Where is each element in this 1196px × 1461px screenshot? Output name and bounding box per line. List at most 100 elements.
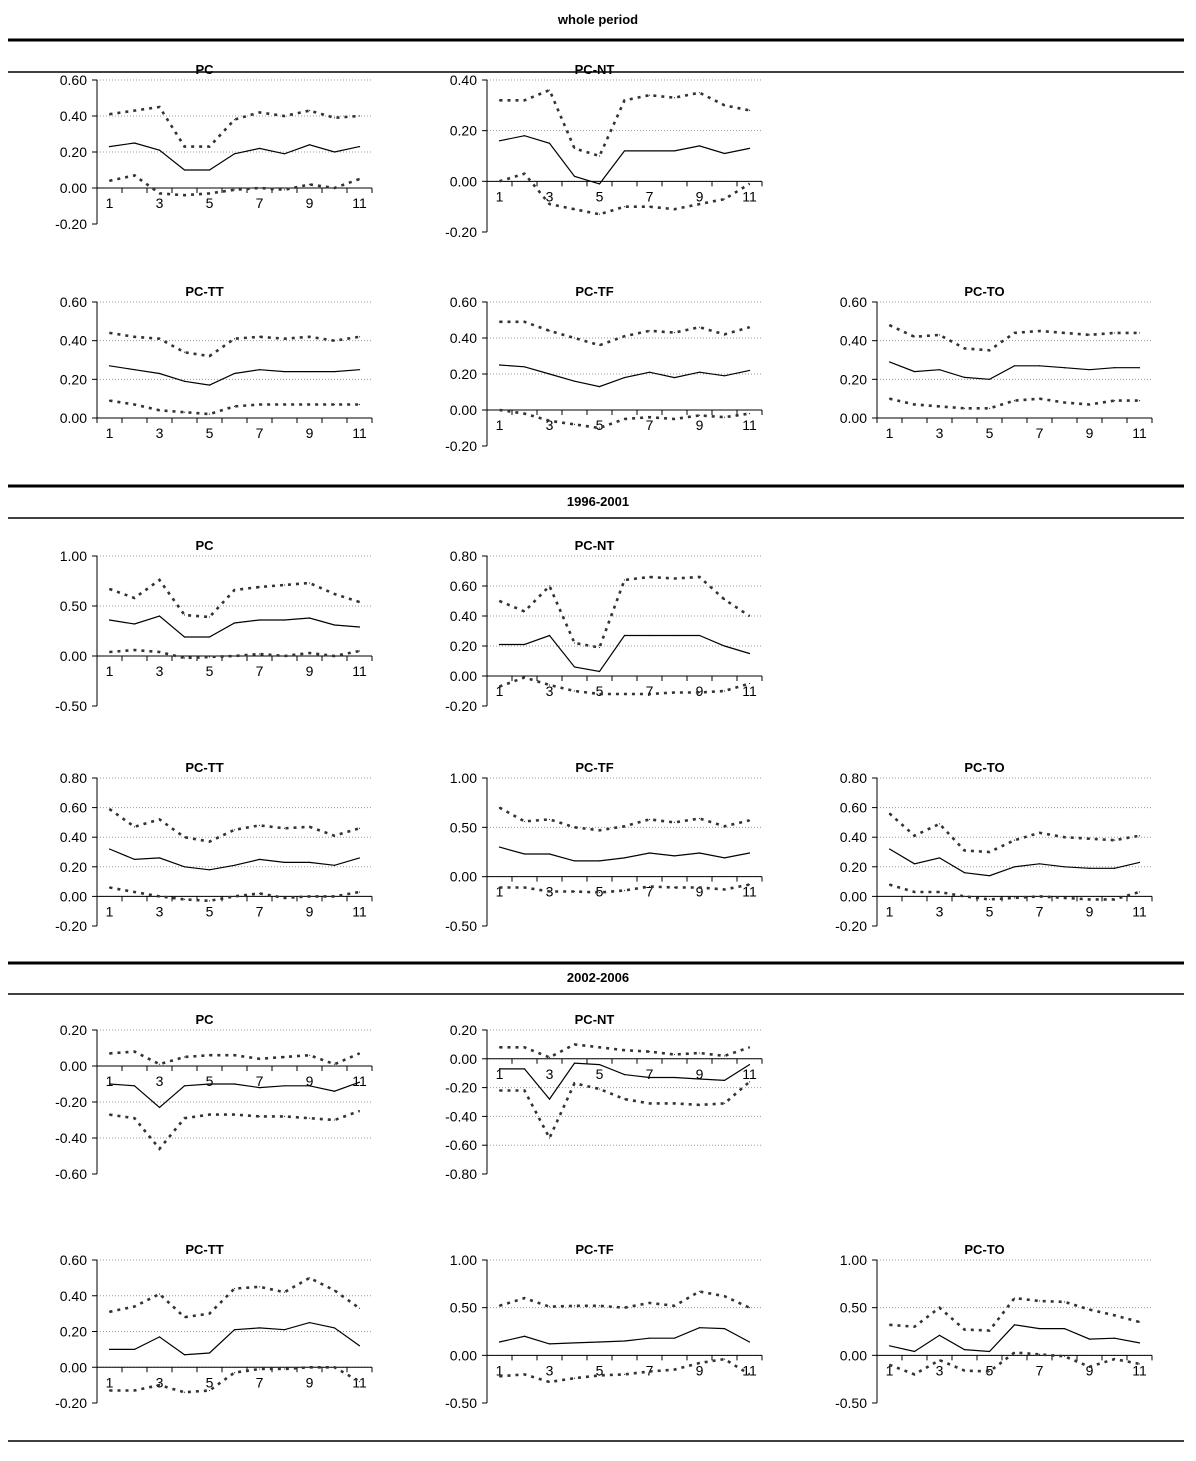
data-point (938, 405, 941, 407)
data-point (233, 119, 236, 121)
data-point (258, 892, 261, 895)
data-point (673, 208, 676, 210)
data-point (1088, 403, 1091, 406)
data-point (673, 332, 676, 334)
data-point (748, 883, 751, 886)
data-point (548, 330, 551, 332)
y-tick-label: 0.50 (450, 819, 477, 835)
panel-title: PC (195, 1012, 214, 1027)
data-point (208, 636, 211, 638)
data-point (133, 336, 136, 338)
data-point (648, 150, 651, 152)
y-tick-label: 0.40 (60, 333, 87, 349)
y-tick-label: -0.20 (445, 438, 477, 454)
data-point (233, 1372, 236, 1374)
data-point (723, 645, 726, 647)
data-point (1113, 867, 1116, 869)
x-tick-label: 7 (256, 1073, 264, 1089)
data-point (133, 826, 136, 828)
data-point (988, 1329, 991, 1332)
x-tick-label: 1 (496, 1066, 504, 1082)
data-point (308, 861, 311, 863)
data-point (283, 115, 286, 117)
data-point (208, 169, 211, 171)
data-point (1138, 332, 1141, 334)
series-line-band-2 (109, 886, 360, 903)
data-point (888, 848, 891, 850)
data-point (748, 369, 751, 371)
data-point (988, 1350, 991, 1353)
data-point (673, 1076, 676, 1079)
data-point (723, 1358, 726, 1360)
data-point (133, 403, 136, 406)
data-point (673, 634, 676, 637)
x-tick-label: 1 (496, 188, 504, 204)
x-tick-label: 1 (886, 1362, 894, 1378)
y-tick-label: 0.20 (60, 859, 87, 875)
data-point (183, 1056, 186, 1058)
y-tick-label: 0.60 (60, 72, 87, 88)
y-tick-label: 0.40 (60, 829, 87, 845)
y-tick-label: -0.50 (445, 918, 477, 934)
data-point (598, 1063, 601, 1066)
data-point (258, 619, 261, 621)
data-point (913, 371, 916, 373)
panel-title: PC-NT (575, 62, 615, 77)
data-point (158, 1148, 161, 1150)
data-point (648, 1337, 651, 1339)
data-point (233, 1054, 236, 1056)
data-point (108, 651, 111, 653)
x-tick-label: 11 (352, 1374, 367, 1390)
data-point (648, 576, 651, 578)
x-tick-label: 9 (306, 663, 314, 679)
y-tick-label: -0.20 (835, 918, 867, 934)
data-point (283, 1368, 286, 1370)
data-point (283, 655, 286, 657)
data-point (333, 593, 336, 595)
x-tick-label: 9 (696, 1066, 704, 1082)
x-tick-label: 5 (596, 884, 604, 900)
data-point (748, 852, 751, 854)
data-point (1013, 332, 1016, 334)
data-point (283, 153, 286, 155)
y-tick-label: 0.40 (840, 333, 867, 349)
data-point (333, 403, 336, 406)
data-point (698, 145, 701, 147)
data-point (598, 155, 601, 157)
data-point (158, 579, 161, 581)
data-point (723, 375, 726, 377)
data-point (183, 898, 186, 900)
x-tick-label: 3 (936, 425, 944, 441)
section-title: 1996-2001 (567, 494, 629, 509)
data-point (698, 371, 701, 373)
data-point (573, 826, 576, 828)
x-tick-label: 11 (742, 1362, 757, 1378)
data-point (183, 614, 186, 616)
x-tick-label: 11 (742, 683, 757, 699)
data-point (108, 808, 111, 810)
data-point (938, 369, 941, 371)
data-point (748, 652, 751, 655)
data-point (1013, 1297, 1016, 1299)
x-tick-label: 7 (646, 683, 654, 699)
series-line-band-1 (109, 578, 360, 619)
data-point (913, 1373, 916, 1375)
data-point (988, 1370, 991, 1373)
data-point (548, 634, 551, 637)
data-point (623, 99, 626, 101)
data-point (498, 321, 501, 323)
data-point (673, 886, 676, 889)
y-tick-label: -0.60 (55, 1166, 87, 1182)
y-tick-label: 0.40 (450, 330, 477, 346)
data-point (598, 1088, 601, 1090)
x-tick-label: 7 (646, 884, 654, 900)
series-line-estimate (889, 1324, 1140, 1353)
data-point (673, 1369, 676, 1371)
series-line-band-2 (499, 883, 750, 894)
data-point (498, 364, 501, 366)
y-tick-label: 0.00 (450, 1347, 477, 1363)
data-point (1088, 1308, 1091, 1311)
data-point (108, 113, 111, 115)
data-point (498, 140, 501, 142)
